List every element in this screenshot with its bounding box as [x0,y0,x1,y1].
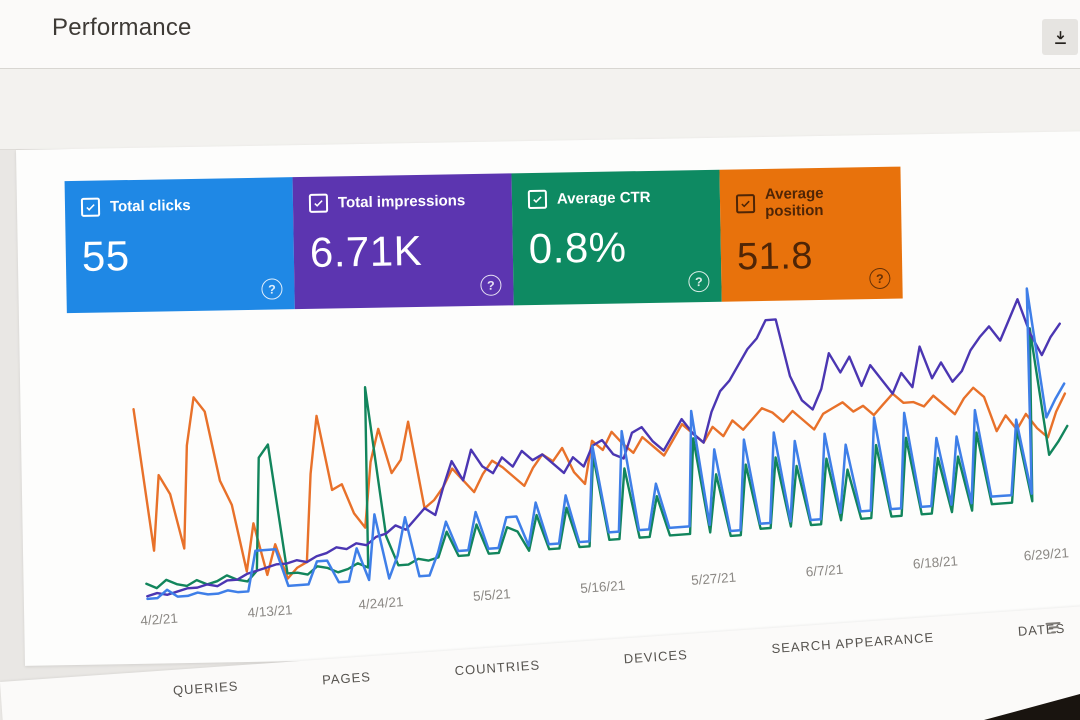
x-axis-label: 5/27/21 [690,569,737,588]
page-title: Performance [52,14,192,41]
help-icon[interactable]: ? [261,278,283,300]
tab-countries[interactable]: COUNTRIES [454,657,541,679]
help-icon[interactable]: ? [869,267,891,290]
average-ctr-line [132,326,1074,589]
download-icon [1054,30,1066,44]
metric-value: 6.71K [309,226,423,276]
tab-pages[interactable]: PAGES [321,669,372,688]
tab-search-appearance[interactable]: SEARCH APPEARANCE [771,629,935,657]
x-axis-label: 6/29/21 [1023,545,1070,564]
metric-card-average-position[interactable]: Average position 51.8 ? [719,166,903,302]
metric-label: Total impressions [337,192,466,212]
x-axis-label: 6/18/21 [912,553,959,572]
tab-queries[interactable]: QUERIES [172,678,239,698]
metric-card-average-ctr[interactable]: Average CTR 0.8% ? [511,169,722,306]
x-axis-label: 5/5/21 [472,586,512,604]
performance-time-series-chart: 4/2/21 4/13/21 4/24/21 5/5/21 5/16/21 5/27/21… [129,280,1075,628]
header: Performance [0,0,1080,69]
metric-value: 51.8 [736,235,814,279]
x-axis-label: 4/13/21 [246,602,294,621]
checkbox-checked-icon[interactable] [735,193,756,213]
metric-label: Average position [764,184,824,220]
total-clicks-line [130,286,1075,599]
checkbox-checked-icon[interactable] [527,189,548,210]
metric-card-total-impressions[interactable]: Total impressions 6.71K ? [292,173,514,310]
tab-devices[interactable]: DEVICES [623,646,689,667]
x-axis-label: 4/24/21 [357,594,404,613]
help-icon[interactable]: ? [688,270,710,293]
total-impressions-line [130,296,1075,596]
help-icon[interactable]: ? [480,274,502,296]
x-axis-label: 5/16/21 [579,577,626,597]
metric-label: Total clicks [109,196,191,216]
average-position-line [133,334,1074,589]
x-axis-label: 6/7/21 [805,561,844,580]
chart-canvas [129,280,1075,605]
x-axis-label: 4/2/21 [139,610,179,629]
metric-card-total-clicks[interactable]: Total clicks 55 ? [64,177,295,314]
table-filter-icon[interactable] [1045,621,1061,635]
checkbox-checked-icon[interactable] [308,193,329,213]
metric-label: Average CTR [556,188,651,208]
performance-report-card: Total clicks 55 ? Total impressions 6.71… [16,131,1080,666]
metric-value: 0.8% [528,223,627,273]
export-button[interactable] [1042,19,1078,55]
metric-value: 55 [81,232,130,280]
checkbox-checked-icon[interactable] [80,197,101,217]
